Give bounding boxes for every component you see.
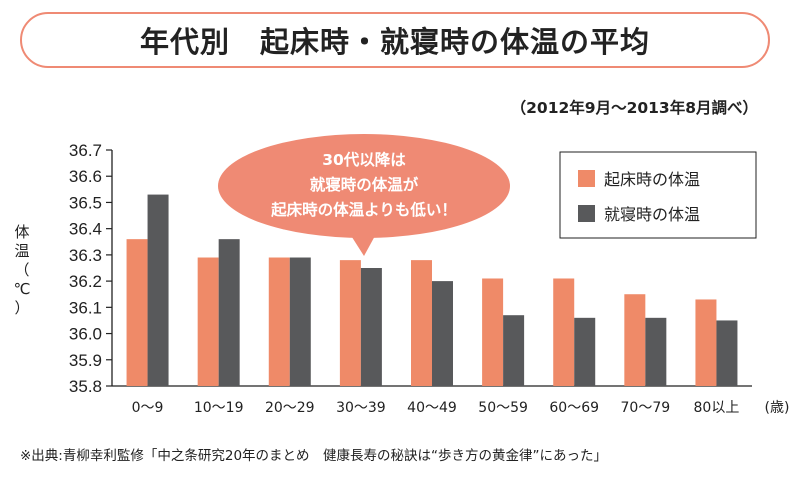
bar-sleep xyxy=(645,317,667,386)
y-tick-label: 36.1 xyxy=(69,298,102,317)
bar-wake xyxy=(197,257,219,386)
y-tick-label: 36.6 xyxy=(69,167,102,186)
callout-bubble xyxy=(218,134,510,238)
bar-sleep xyxy=(574,317,596,386)
bar-wake xyxy=(339,260,361,386)
bar-sleep xyxy=(360,268,382,386)
y-axis-label: 体温（℃） xyxy=(14,223,31,317)
legend-frame xyxy=(559,151,757,239)
x-tick-labels: 0〜9 10〜19 20〜29 30〜39 40〜49 50〜59 60〜69 70〜79 80… xyxy=(132,400,790,416)
callout-line-3: 起床時の体温よりも低い！ xyxy=(270,200,457,219)
y-tick-label: 36.5 xyxy=(69,193,102,212)
x-tick-label: 50〜59 xyxy=(478,400,528,416)
x-tick-label: 70〜79 xyxy=(621,400,671,416)
legend-label-wake: 起床時の体温 xyxy=(604,170,700,189)
legend-label-sleep: 就寝時の体温 xyxy=(604,205,700,224)
x-tick-label: 40〜49 xyxy=(407,400,457,416)
x-tick-label: 10〜19 xyxy=(194,400,244,416)
chart-title: 年代別 起床時・就寝時の体温の平均 xyxy=(139,25,650,59)
bar-sleep xyxy=(716,320,738,386)
y-tick-label: 36.0 xyxy=(69,325,102,344)
title-box: 年代別 起床時・就寝時の体温の平均 xyxy=(20,12,770,68)
bar-sleep xyxy=(432,281,453,386)
y-tick-label: 35.9 xyxy=(69,351,102,370)
bar-sleep xyxy=(503,315,525,386)
bars xyxy=(126,194,738,386)
x-tick-label: 20〜29 xyxy=(265,400,315,416)
bar-sleep xyxy=(218,239,240,386)
y-axis-label-char: （ xyxy=(14,261,29,279)
y-tick-labels: 36.7 36.6 36.5 36.4 36.3 36.2 36.1 36.0 35.9 35.8 xyxy=(69,141,102,396)
y-tick-label: 36.7 xyxy=(69,141,102,160)
y-tick-label: 36.3 xyxy=(69,246,102,265)
bar-wake xyxy=(553,278,575,386)
callout: 30代以降は 就寝時の体温が 起床時の体温よりも低い！ xyxy=(218,134,510,256)
y-axis-label-char: 温 xyxy=(14,242,29,260)
callout-pointer xyxy=(350,234,376,256)
legend-swatch-wake xyxy=(578,170,595,187)
legend: 起床時の体温 就寝時の体温 xyxy=(559,151,757,239)
bar-wake xyxy=(268,257,290,386)
y-tick-label: 35.8 xyxy=(69,377,102,396)
x-tick-label: 60〜69 xyxy=(549,400,599,416)
bar-wake xyxy=(411,260,432,386)
y-tick-label: 36.2 xyxy=(69,272,102,291)
chart-area: 0〜9 10〜19 20〜29 30〜39 40〜49 50〜59 60〜69 70〜79 80… xyxy=(14,134,790,416)
legend-swatch-sleep xyxy=(578,205,595,222)
bar-wake xyxy=(624,294,646,386)
survey-period: （2012年9月～2013年8月調べ） xyxy=(510,99,758,117)
bar-wake xyxy=(695,299,717,386)
bar-sleep xyxy=(289,257,311,386)
bar-wake xyxy=(482,278,504,386)
source-note: ※出典:青柳幸利監修「中之条研究20年のまとめ 健康長寿の秘訣は“歩き方の黄金律… xyxy=(20,448,608,464)
x-tick-label: 30〜39 xyxy=(336,400,386,416)
x-tick-label: 0〜9 xyxy=(132,400,164,416)
y-axis-label-char: 体 xyxy=(14,223,29,241)
y-axis-label-char: ℃ xyxy=(14,280,31,298)
x-axis-unit: (歳) xyxy=(765,400,790,416)
y-tick-label: 36.4 xyxy=(69,220,102,239)
y-axis-label-char: ） xyxy=(14,299,29,317)
callout-line-1: 30代以降は xyxy=(322,150,406,169)
x-tick-label: 80以上 xyxy=(694,400,740,416)
bar-wake xyxy=(126,239,148,386)
callout-line-2: 就寝時の体温が xyxy=(310,175,419,194)
bar-sleep xyxy=(147,194,169,386)
